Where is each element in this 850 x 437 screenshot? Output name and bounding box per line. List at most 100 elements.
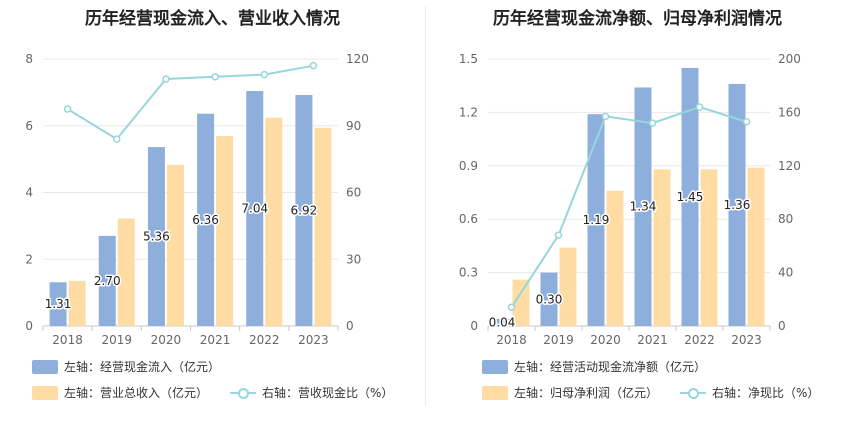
legend-label: 左轴：经营现金流入（亿元） [64, 360, 221, 374]
y-right-tick-label: 0 [778, 319, 786, 333]
bar-secondary [265, 117, 283, 327]
bar-secondary [512, 279, 530, 326]
bar-data-label: 7.04 [241, 202, 268, 216]
bar-primary [681, 67, 699, 327]
x-tick-label: 2021 [637, 333, 668, 347]
x-tick-label: 2020 [590, 333, 621, 347]
bar-data-label: 1.36 [724, 198, 751, 212]
y-left-tick-label: 8 [25, 52, 33, 66]
legend-item-revenue[interactable]: 左轴：营业总收入（亿元） [32, 384, 208, 401]
line-point [554, 231, 563, 239]
bar-primary [49, 282, 67, 326]
line-point [695, 103, 704, 111]
x-tick-label: 2018 [496, 333, 527, 347]
bar-secondary [166, 164, 184, 326]
x-tick-label: 2020 [151, 333, 182, 347]
line-point [260, 70, 268, 79]
x-tick-label: 2019 [101, 333, 132, 347]
legend-swatch [482, 385, 508, 400]
y-right-tick-label: 80 [778, 212, 793, 226]
bar-secondary [747, 167, 765, 326]
x-tick-label: 2023 [731, 333, 762, 347]
chart-panel-right: 历年经营现金流净额、归母净利润情况 0 0 0.3 40 0.6 80 0.9 120 1.2 1… [425, 0, 850, 437]
legend-swatch [32, 359, 58, 374]
bar-secondary [653, 169, 671, 326]
line-series [510, 106, 747, 308]
legend-item-net-cash-ratio[interactable]: 右轴：净现比（%） [680, 384, 819, 401]
chart-title-left: 历年经营现金流入、营业收入情况 [85, 9, 340, 29]
legend-line-marker [680, 386, 707, 400]
bar-secondary [68, 280, 86, 326]
bar-data-label: 1.45 [677, 190, 704, 204]
legend-item-net-cash-flow[interactable]: 左轴：经营活动现金流净额（亿元） [482, 358, 706, 375]
x-tick-label: 2021 [200, 333, 231, 347]
bar-data-label: 6.92 [291, 204, 318, 218]
bar-primary [246, 91, 264, 326]
line-point [113, 135, 121, 143]
legend-item-cash-inflow[interactable]: 左轴：经营现金流入（亿元） [32, 358, 220, 375]
line-point [162, 75, 170, 83]
y-right-tick-label: 40 [778, 266, 793, 280]
legend-item-net-profit[interactable]: 左轴：归母净利润（亿元） [482, 384, 658, 401]
chart-plot-left: 0 0 2 30 4 60 6 90 8 120 2018 2019 2020 2021 2022 2023 1… [25, 52, 369, 347]
line-point [742, 117, 751, 126]
y-right-tick-label: 60 [346, 186, 361, 200]
bar-data-label: 6.36 [192, 213, 219, 227]
chart-panel-left: 历年经营现金流入、营业收入情况 0 0 2 30 4 60 6 90 8 120 2018 2019 2… [25, 9, 393, 401]
bar-secondary [700, 169, 718, 326]
y-left-tick-label: 0 [470, 319, 478, 333]
bar-data-label: 0.04 [489, 315, 516, 329]
bar-primary [197, 113, 215, 326]
bar-secondary [314, 127, 332, 326]
line-series [67, 64, 314, 141]
bar-primary [147, 147, 165, 326]
bar-secondary [606, 190, 624, 326]
bar-primary [634, 87, 652, 326]
y-right-tick-label: 90 [346, 119, 361, 133]
bar-primary [295, 95, 313, 326]
bar-secondary [117, 218, 135, 326]
bar-data-label: 2.70 [94, 274, 121, 288]
legend-line-marker [230, 386, 257, 400]
panel-divider [425, 6, 426, 406]
chart-title-right: 历年经营现金流净额、归母净利润情况 [493, 9, 782, 29]
x-tick-label: 2022 [684, 333, 715, 347]
line-point [63, 105, 72, 113]
x-tick-label: 2018 [52, 333, 83, 347]
legend-label: 左轴：归母净利润（亿元） [514, 386, 659, 400]
y-left-tick-label: 0.3 [459, 266, 478, 280]
y-left-tick-label: 0.9 [459, 159, 478, 173]
line-point [648, 119, 657, 127]
y-right-tick-label: 0 [346, 319, 354, 333]
y-left-tick-label: 2 [25, 252, 33, 266]
y-left-tick-label: 1.2 [459, 105, 478, 119]
bar-data-label: 0.30 [536, 292, 563, 306]
x-tick-label: 2023 [298, 333, 329, 347]
line-point [211, 73, 219, 81]
y-left-tick-label: 0.6 [459, 212, 478, 226]
bar-primary [540, 272, 558, 326]
bar-primary [98, 235, 116, 326]
legend-label: 右轴：营收现金比（%） [262, 386, 394, 400]
bar-data-label: 1.31 [45, 297, 72, 311]
line-point [601, 112, 610, 121]
bar-data-label: 1.34 [630, 200, 657, 214]
bar-secondary [559, 247, 577, 326]
line-point [309, 61, 318, 70]
legend-label: 右轴：净现比（%） [712, 386, 820, 400]
y-right-tick-label: 120 [346, 52, 369, 66]
y-left-tick-label: 0 [25, 319, 33, 333]
legend-label: 左轴：营业总收入（亿元） [64, 386, 209, 400]
y-left-tick-label: 4 [25, 186, 33, 200]
chart-plot-right: 0 0 0.3 40 0.6 80 0.9 120 1.2 160 1.5 200 2018 2019 20… [459, 52, 801, 347]
bar-primary [728, 83, 746, 326]
bar-primary [493, 318, 511, 326]
bar-secondary [216, 136, 234, 326]
legend-swatch [32, 385, 58, 400]
bar-data-label: 5.36 [143, 230, 170, 244]
bar-primary [587, 114, 605, 327]
line-point [507, 303, 516, 312]
legend-item-revenue-cash-ratio[interactable]: 右轴：营收现金比（%） [230, 384, 393, 401]
legend-swatch [482, 359, 508, 374]
legend-label: 左轴：经营活动现金流净额（亿元） [514, 360, 707, 374]
